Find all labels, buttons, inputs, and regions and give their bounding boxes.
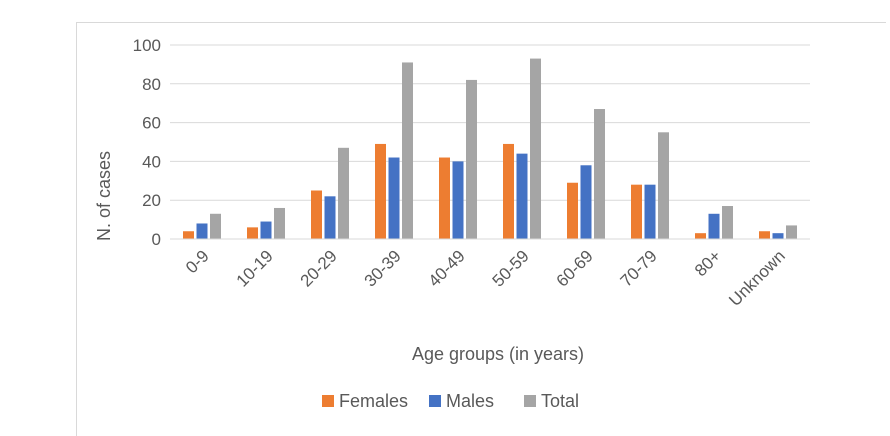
y-tick-label: 80 (142, 75, 161, 94)
x-tick-label: 0-9 (182, 246, 213, 277)
bar-total-50-59 (530, 58, 541, 239)
x-tick-label: 30-39 (361, 246, 405, 290)
y-axis-title: N. of cases (94, 151, 114, 241)
bar-females-40-49 (439, 157, 450, 239)
bar-males-10-19 (260, 221, 272, 239)
bars (183, 58, 797, 240)
bar-males-40-49 (452, 161, 464, 239)
bar-females-60-69 (567, 182, 578, 239)
bar-total-70-79 (658, 132, 669, 239)
y-tick-label: 100 (133, 36, 161, 55)
bar-total-80+ (722, 206, 733, 239)
legend: Females Males Total (322, 391, 579, 411)
y-tick-label: 0 (152, 230, 161, 249)
legend-label-females: Females (339, 391, 408, 411)
bar-females-80+ (695, 233, 706, 239)
bar-males-50-59 (516, 153, 528, 239)
y-tick-label: 20 (142, 191, 161, 210)
bar-males-70-79 (644, 184, 656, 239)
legend-label-males: Males (446, 391, 494, 411)
bar-females-70-79 (631, 184, 642, 239)
x-tick-label: 80+ (691, 246, 725, 280)
bar-total-20-29 (338, 147, 349, 239)
x-axis-ticks: 0-9 10-19 20-29 30-39 40-49 50-59 60-69 70-79 80… (182, 246, 789, 310)
y-axis-ticks: 0 20 40 60 80 100 (133, 36, 161, 249)
gridlines (170, 44, 810, 201)
x-tick-label: 50-59 (489, 246, 533, 290)
bar-females-30-39 (375, 143, 386, 239)
bar-males-unknown (772, 233, 784, 239)
bar-males-60-69 (580, 165, 592, 239)
bar-females-20-29 (311, 190, 322, 239)
x-tick-label: 20-29 (297, 246, 341, 290)
bar-total-40-49 (466, 79, 477, 239)
bar-females-50-59 (503, 143, 514, 239)
bar-total-60-69 (594, 109, 605, 240)
bar-females-0-9 (183, 231, 194, 239)
bar-total-0-9 (210, 213, 221, 239)
bar-males-80+ (708, 213, 720, 239)
chart-frame (76, 22, 886, 436)
bar-total-30-39 (402, 62, 413, 240)
bar-total-10-19 (274, 207, 285, 239)
x-tick-label: 70-79 (617, 246, 661, 290)
bar-females-10-19 (247, 227, 258, 239)
x-tick-label: Unknown (725, 246, 789, 310)
bar-total-unknown (786, 225, 797, 239)
legend-swatch-females (322, 395, 334, 407)
bar-females-unknown (759, 231, 770, 239)
y-tick-label: 60 (142, 114, 161, 133)
y-tick-label: 40 (142, 152, 161, 171)
x-axis-title: Age groups (in years) (412, 344, 584, 364)
legend-swatch-total (524, 395, 536, 407)
legend-label-total: Total (541, 391, 579, 411)
bar-males-20-29 (324, 196, 336, 239)
legend-swatch-males (429, 395, 441, 407)
x-tick-label: 60-69 (553, 246, 597, 290)
x-tick-label: 10-19 (233, 246, 277, 290)
bar-males-0-9 (196, 223, 208, 239)
x-tick-label: 40-49 (425, 246, 469, 290)
bar-males-30-39 (388, 157, 400, 239)
